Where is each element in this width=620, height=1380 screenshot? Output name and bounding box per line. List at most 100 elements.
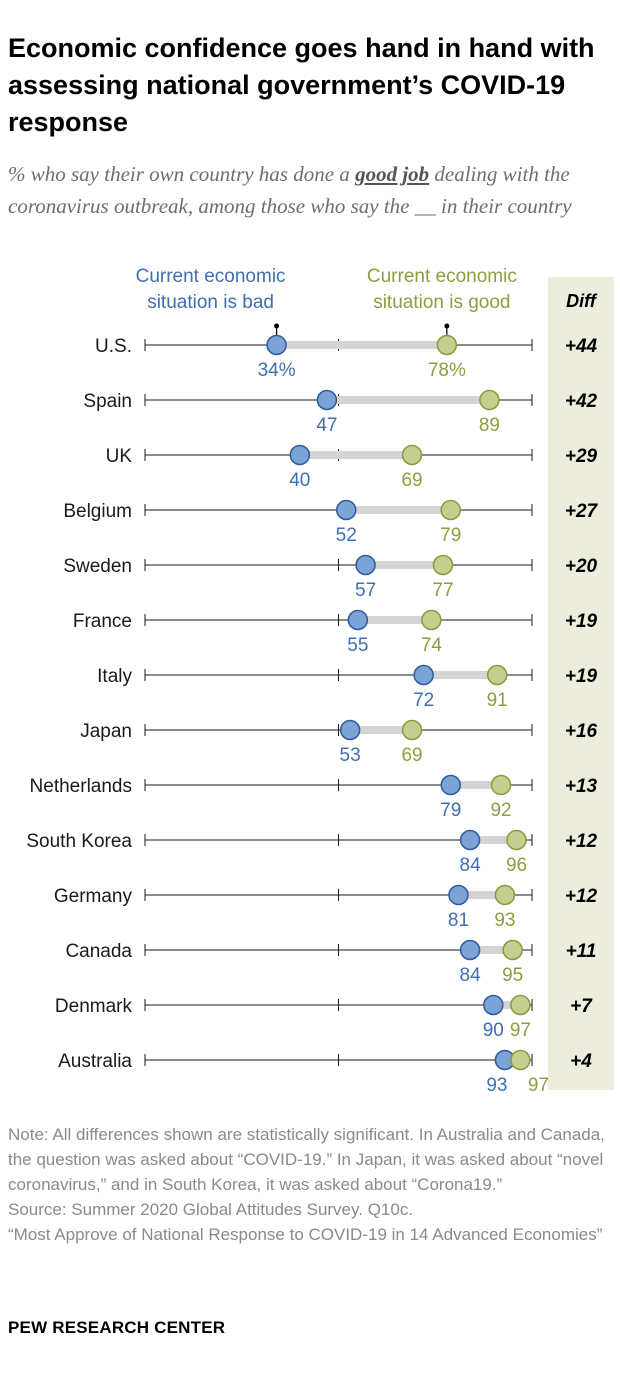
diff-value: +4 [570, 1051, 592, 1072]
source-text: Source: Summer 2020 Global Attitudes Sur… [8, 1200, 414, 1219]
legend-label: Current economic [136, 266, 286, 287]
bad-economy-dot [440, 774, 461, 796]
bad-economy-dot [413, 664, 434, 686]
bad-value-label: 40 [289, 470, 310, 491]
bad-economy-dot [266, 334, 287, 356]
bad-economy-dot [335, 499, 357, 521]
diff-value: +7 [570, 996, 593, 1017]
country-label: Netherlands [30, 776, 132, 797]
subtitle-text: % who say their own country has done a [8, 162, 356, 186]
diff-header: Diff [566, 291, 598, 311]
bad-economy-dot [355, 554, 376, 576]
country-label: Australia [58, 1051, 132, 1072]
good-economy-dot [440, 499, 461, 521]
chart-title: Economic confidence goes hand in hand wi… [8, 33, 595, 137]
diff-value: +12 [565, 831, 598, 852]
good-value-label: 96 [506, 855, 527, 876]
bad-value-label: 93 [486, 1075, 507, 1096]
diff-column-background [548, 277, 614, 1090]
good-economy-dot [436, 334, 458, 356]
bad-value-label: 79 [440, 800, 461, 821]
good-value-label: 79 [440, 525, 461, 546]
good-value-label: 97 [510, 1020, 531, 1041]
dot-plot-chart: Diff Current economic situation is bad Curr… [26, 266, 614, 1096]
bad-economy-dot [459, 829, 481, 851]
legend-label: situation is bad [147, 292, 274, 313]
good-value-label: 95 [502, 965, 523, 986]
country-label: Japan [80, 721, 132, 742]
good-economy-dot [432, 554, 454, 576]
bad-value-label: 84 [460, 855, 482, 876]
bad-value-label: 84 [460, 965, 482, 986]
good-economy-dot [494, 884, 516, 906]
diff-value: +44 [565, 336, 598, 357]
good-value-label: 69 [401, 745, 422, 766]
bad-value-label: 55 [347, 635, 368, 656]
brand-logo-text: PEW RESEARCH CENTER [8, 1318, 226, 1337]
country-label: Denmark [55, 996, 133, 1017]
good-value-label: 92 [490, 800, 511, 821]
country-label: U.S. [95, 336, 132, 357]
legend-pointer-dot [444, 323, 450, 329]
bad-economy-dot [483, 994, 504, 1016]
diff-value: +12 [565, 886, 598, 907]
note-text: Note: All differences shown are statisti… [8, 1125, 605, 1194]
bad-value-label: 90 [483, 1020, 504, 1041]
bad-economy-dot [347, 609, 369, 631]
diff-value: +13 [565, 776, 598, 797]
good-value-label: 77 [432, 580, 453, 601]
good-value-label: 69 [401, 470, 422, 491]
bad-value-label: 53 [340, 745, 361, 766]
bad-value-label: 34% [258, 360, 296, 381]
good-economy-dot [486, 664, 508, 686]
good-economy-dot [510, 1049, 531, 1071]
good-economy-dot [421, 609, 442, 631]
good-economy-dot [490, 774, 512, 796]
good-value-label: 89 [479, 415, 500, 436]
report-title: “Most Approve of National Response to CO… [8, 1225, 603, 1244]
good-economy-dot [401, 719, 423, 741]
diff-value: +20 [565, 556, 598, 577]
bad-value-label: 47 [316, 415, 337, 436]
country-label: Belgium [63, 501, 132, 522]
good-economy-dot [506, 829, 527, 851]
legend-label: Current economic [367, 266, 517, 287]
bad-economy-dot [339, 719, 361, 741]
country-label: Italy [97, 666, 132, 687]
legend-label: situation is good [373, 292, 510, 313]
bad-economy-dot [459, 939, 481, 961]
diff-value: +29 [565, 446, 598, 467]
good-value-label: 74 [421, 635, 443, 656]
bad-economy-dot [448, 884, 469, 906]
chart-notes: Note: All differences shown are statisti… [8, 1122, 608, 1247]
country-label: Spain [83, 391, 132, 412]
legend-pointer-dot [274, 323, 280, 329]
country-label: South Korea [26, 831, 132, 852]
bad-economy-dot [316, 389, 338, 411]
country-label: Germany [54, 886, 133, 907]
diff-value: +42 [565, 391, 598, 412]
good-economy-dot [479, 389, 500, 411]
subtitle-text-rest: dealing with the coronavirus outbreak, a… [8, 162, 572, 218]
country-label: France [73, 611, 132, 632]
good-value-label: 91 [487, 690, 508, 711]
country-label: UK [106, 446, 133, 467]
diff-value: +19 [565, 666, 598, 687]
subtitle-emphasis: good job [355, 162, 430, 186]
good-value-label: 93 [494, 910, 515, 931]
country-label: Canada [65, 941, 132, 962]
good-economy-dot [510, 994, 531, 1016]
bad-value-label: 57 [355, 580, 376, 601]
diff-value: +16 [565, 721, 598, 742]
good-value-label: 97 [528, 1075, 549, 1096]
diff-value: +27 [565, 501, 599, 522]
diff-value: +19 [565, 611, 598, 632]
bad-value-label: 72 [413, 690, 434, 711]
bad-value-label: 81 [448, 910, 469, 931]
diff-value: +11 [566, 941, 597, 962]
chart-subtitle: % who say their own country has done a g… [8, 158, 588, 222]
good-economy-dot [502, 939, 523, 961]
good-value-label: 78% [428, 360, 466, 381]
country-label: Sweden [63, 556, 132, 577]
bad-economy-dot [289, 444, 311, 466]
